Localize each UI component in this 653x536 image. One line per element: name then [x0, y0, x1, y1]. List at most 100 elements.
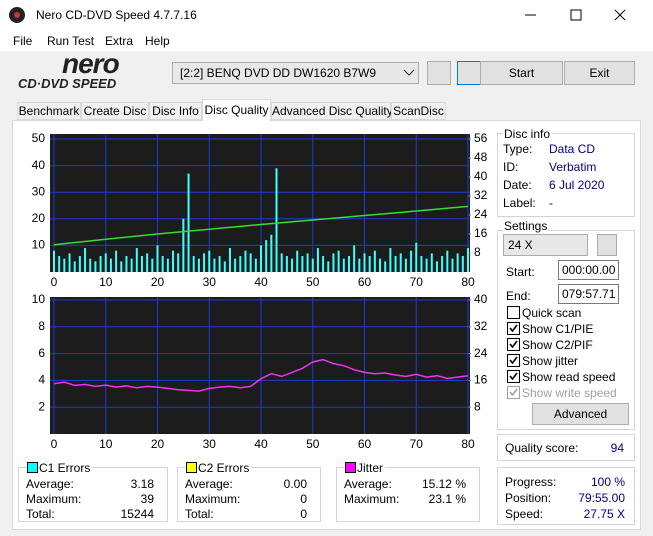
y2-tick-label: 16: [474, 226, 488, 240]
exit-button[interactable]: Exit: [564, 61, 635, 85]
bar: [368, 256, 371, 272]
bar: [58, 256, 61, 272]
window-title: Nero CD-DVD Speed 4.7.7.16: [36, 8, 197, 22]
bar: [130, 258, 133, 272]
x-tick-label: 30: [203, 437, 217, 451]
bar: [63, 258, 66, 272]
y2-tick-label: 8: [474, 399, 481, 413]
bar: [430, 253, 433, 272]
y-tick-label: 10: [32, 292, 46, 306]
start-field[interactable]: 000:00.00: [558, 260, 619, 280]
tab[interactable]: Benchmark: [17, 102, 81, 120]
menu-item[interactable]: Extra: [105, 34, 134, 48]
checkbox-label: Show jitter: [522, 354, 579, 368]
x-tick-label: 60: [358, 437, 372, 451]
bar: [389, 248, 392, 272]
progress-value: 27.75 X: [583, 507, 625, 521]
bar: [296, 250, 299, 272]
speed-select[interactable]: 24 X: [503, 234, 588, 256]
bar: [425, 258, 428, 272]
start-label: Start:: [506, 265, 535, 279]
tab[interactable]: Create Disc: [81, 102, 149, 120]
bar: [435, 261, 438, 272]
bar: [228, 248, 231, 272]
bar: [311, 258, 314, 272]
bar: [239, 256, 242, 272]
y-tick-label: 20: [32, 211, 46, 225]
y2-tick-label: 40: [474, 169, 488, 183]
disc-info-title: Disc info: [503, 127, 552, 141]
disc-info-label: ID:: [503, 160, 519, 174]
end-label: End:: [506, 289, 531, 303]
tab[interactable]: ScanDisc: [391, 102, 446, 120]
checkbox[interactable]: [507, 370, 520, 383]
bar: [332, 253, 335, 272]
eject-button[interactable]: [427, 61, 451, 85]
stats-swatch: [27, 462, 38, 473]
bar: [68, 253, 71, 272]
x-tick-label: 20: [151, 275, 165, 289]
y-tick-label: 30: [32, 184, 46, 198]
checkbox[interactable]: [507, 354, 520, 367]
bar: [410, 250, 413, 272]
bar: [415, 242, 418, 272]
stats-value: 3.18: [130, 477, 154, 491]
bar: [342, 258, 345, 272]
end-field[interactable]: 079:57.71: [558, 284, 619, 304]
checkbox-label: Quick scan: [522, 306, 582, 320]
y2-tick-label: 24: [474, 346, 488, 360]
start-button[interactable]: Start: [480, 61, 563, 85]
x-tick-label: 80: [461, 437, 475, 451]
bar: [399, 253, 402, 272]
tab[interactable]: Disc Info: [149, 102, 202, 120]
bar: [182, 218, 185, 272]
stats-box: [18, 467, 168, 522]
stats-value: 15.12 %: [421, 477, 466, 491]
tab[interactable]: Advanced Disc Quality: [271, 102, 393, 120]
x-tick-label: 30: [203, 275, 217, 289]
refresh-button[interactable]: [597, 234, 617, 256]
x-tick-label: 80: [461, 275, 475, 289]
stats-label: Maximum:: [185, 492, 241, 506]
y2-tick-label: 32: [474, 319, 488, 333]
bar: [218, 256, 221, 272]
checkbox[interactable]: [507, 306, 520, 319]
x-tick-label: 20: [151, 437, 165, 451]
menu-item[interactable]: File: [13, 34, 33, 48]
bar: [373, 250, 376, 272]
drive-select[interactable]: [172, 62, 419, 84]
x-tick-label: 0: [51, 275, 58, 289]
bar: [404, 258, 407, 272]
bar: [109, 258, 112, 272]
check-mark: [509, 356, 518, 365]
logo-brand: nero: [62, 48, 120, 79]
bar: [104, 253, 107, 272]
bar: [394, 256, 397, 272]
checkbox[interactable]: [507, 338, 520, 351]
advanced-button[interactable]: Advanced: [532, 403, 629, 425]
x-tick-label: 10: [99, 275, 113, 289]
bar: [420, 256, 423, 272]
y2-tick-label: 8: [474, 245, 481, 259]
bar: [120, 261, 123, 272]
checkbox[interactable]: [507, 322, 520, 335]
stats-value: 0.00: [283, 477, 307, 491]
menu-item[interactable]: Help: [145, 34, 170, 48]
settings-box: [497, 230, 635, 430]
bar: [306, 253, 309, 272]
drive-label: [2:2] BENQ DVD DD DW1620 B7W9: [180, 66, 377, 80]
window-controls[interactable]: [510, 0, 653, 30]
stats-value: 39: [140, 492, 154, 506]
disc-info-label: Date:: [503, 178, 532, 192]
menu-item[interactable]: Run Test: [47, 34, 95, 48]
bar: [135, 248, 138, 272]
x-tick-label: 50: [306, 275, 320, 289]
x-tick-label: 60: [358, 275, 372, 289]
bar: [358, 258, 361, 272]
tab[interactable]: Disc Quality: [202, 99, 271, 121]
bar: [467, 248, 469, 272]
bar: [125, 256, 128, 272]
disc-info-label: Label:: [503, 196, 536, 210]
y2-tick-label: 48: [474, 150, 488, 164]
checkbox-label: Show C1/PIE: [522, 322, 594, 336]
